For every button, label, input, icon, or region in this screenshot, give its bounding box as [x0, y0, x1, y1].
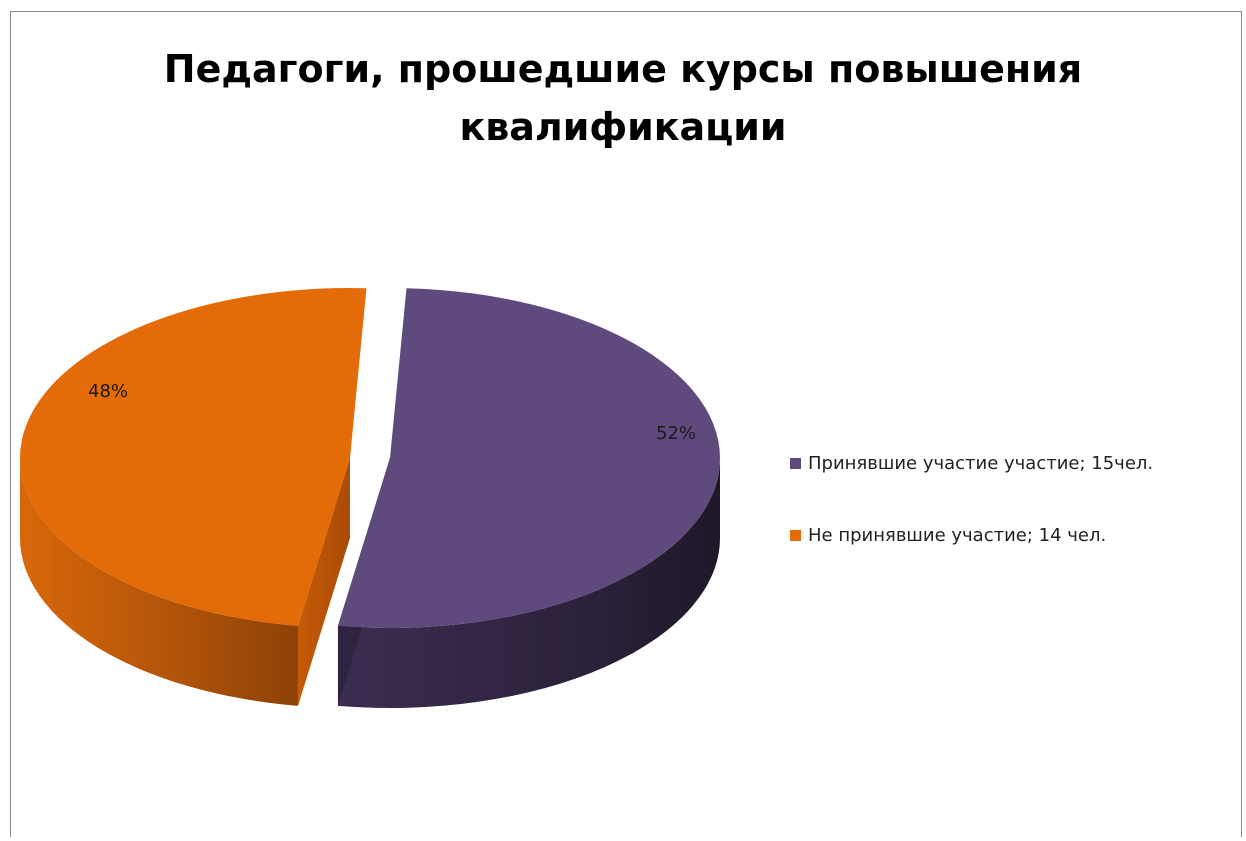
legend-label-not-participated: Не принявшие участие; 14 чел. — [808, 524, 1107, 546]
legend-item-not-participated: Не принявшие участие; 14 чел. — [790, 520, 1153, 550]
slice-side-participated — [337, 458, 720, 708]
chart-title: Педагоги, прошедшие курсы повышения квал… — [0, 40, 1246, 156]
data-label-not-participated: 48% — [88, 381, 128, 402]
chart-title-line-1: Педагоги, прошедшие курсы повышения — [163, 47, 1083, 91]
legend-swatch-not-participated — [790, 529, 801, 541]
chart-title-line-2: квалификации — [459, 105, 787, 149]
slice-side-not-participated — [19, 458, 298, 706]
chart-legend: Принявшие участие участие; 15чел. Не при… — [790, 448, 1153, 592]
legend-label-participated: Принявшие участие участие; 15чел. — [808, 452, 1154, 474]
legend-item-participated: Принявшие участие участие; 15чел. — [790, 448, 1153, 478]
slice-not-participated — [20, 288, 367, 626]
slice-participated — [337, 288, 721, 629]
legend-swatch-participated — [790, 457, 801, 469]
slice-cut-not-participated — [297, 458, 350, 706]
data-label-participated: 52% — [656, 423, 696, 444]
